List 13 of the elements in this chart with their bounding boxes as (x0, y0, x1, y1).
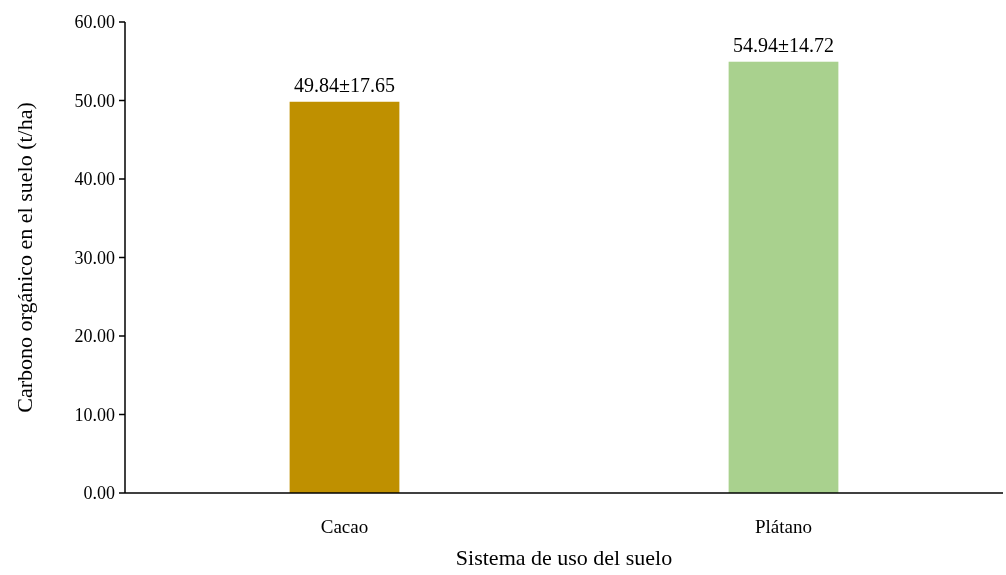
data-label: 49.84±17.65 (294, 73, 395, 96)
y-tick-label: 20.00 (74, 326, 115, 347)
y-tick-label: 10.00 (74, 404, 115, 425)
y-tick-label: 60.00 (74, 12, 115, 33)
x-tick-label: Cacao (320, 516, 369, 537)
y-tick-label: 50.00 (74, 90, 115, 111)
y-tick-label: 0.00 (83, 483, 115, 504)
y-tick-label: 40.00 (74, 169, 115, 190)
x-tick-label: Plátano (755, 516, 812, 537)
x-axis-title: Sistema de uso del suelo (455, 545, 673, 570)
y-tick-label: 30.00 (74, 247, 115, 268)
data-label: 54.94±14.72 (733, 33, 834, 56)
y-axis-title: Carbono orgánico en el suelo (t/ha) (12, 102, 37, 413)
